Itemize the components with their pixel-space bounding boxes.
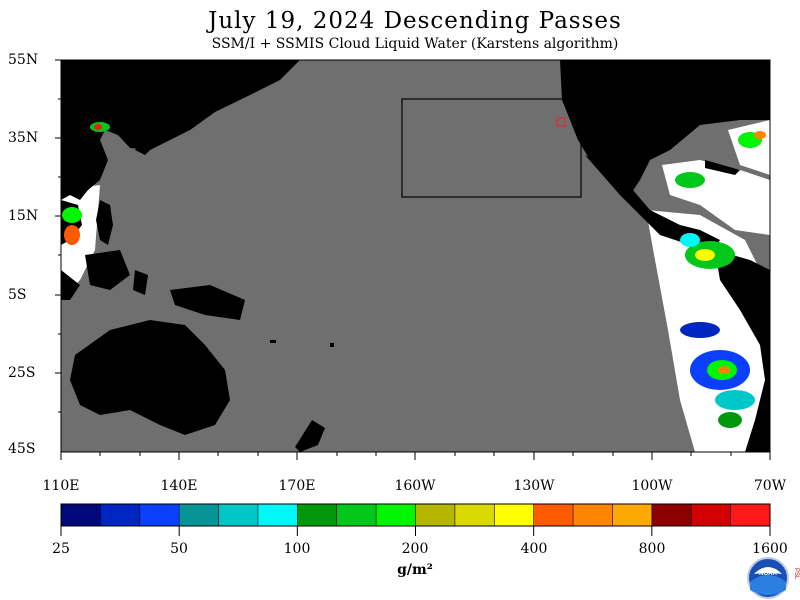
colorbar-swatch <box>61 504 101 526</box>
land-islands <box>270 340 276 343</box>
colorbar-swatch <box>612 504 653 526</box>
colorbar-label: 400 <box>520 541 548 557</box>
colorbar-swatch <box>415 504 456 526</box>
colorbar-label: 200 <box>401 541 429 557</box>
cloud-patches-east <box>675 131 766 428</box>
land-japan <box>135 100 185 155</box>
colorbar-swatch <box>297 504 338 526</box>
target-marker <box>556 117 566 127</box>
land-sulawesi <box>133 270 148 295</box>
colorbar-swatch <box>257 504 298 526</box>
bottom-ticks <box>60 452 771 460</box>
colorbar-swatch <box>218 504 259 526</box>
land-australia <box>70 320 230 435</box>
colorbar-swatch <box>100 504 141 526</box>
lon-label: 170E <box>278 478 316 494</box>
colorbar-label: 50 <box>170 541 188 557</box>
land-philippines <box>96 200 113 245</box>
colorbar-swatch <box>533 504 574 526</box>
map-title: July 19, 2024 Descending Passes <box>208 8 622 34</box>
colorbar-units: g/m² <box>397 562 433 578</box>
land-asia <box>61 60 300 200</box>
colorbar-swatch <box>691 504 732 526</box>
lon-label: 140E <box>160 478 198 494</box>
land-sumatra <box>61 270 80 300</box>
lon-label: 160W <box>394 478 436 494</box>
cloud-patches-west <box>62 122 110 245</box>
map-subtitle: SSM/I + SSMIS Cloud Liquid Water (Karste… <box>211 36 619 52</box>
land <box>61 60 770 452</box>
lat-label: 5S <box>8 287 27 303</box>
land-south-america <box>715 250 770 452</box>
colorbar-swatch <box>376 504 416 526</box>
lon-label: 100W <box>631 478 673 494</box>
colorbar-swatch <box>730 504 771 526</box>
land-borneo <box>85 250 130 290</box>
land-mexico <box>585 155 720 248</box>
colorbar-label: 25 <box>52 541 70 557</box>
logo-text: NOAA <box>759 571 777 577</box>
colorbar-swatch <box>179 504 220 526</box>
colorbar <box>60 503 771 536</box>
lat-label: 35N <box>8 130 39 146</box>
lon-label: 130W <box>513 478 555 494</box>
land-cuba <box>705 160 740 175</box>
colorbar-label: 800 <box>638 541 666 557</box>
land-nz <box>295 420 325 452</box>
colorbar-label: 100 <box>283 541 311 557</box>
lat-label: 25S <box>8 365 36 381</box>
region-box <box>401 98 582 198</box>
colorbar-swatch <box>139 504 180 526</box>
land-new-guinea <box>170 285 245 320</box>
colorbar-swatch <box>573 504 613 526</box>
colorbar-swatch <box>336 504 377 526</box>
lat-label: 55N <box>8 52 39 68</box>
land-north-america <box>560 60 770 195</box>
lat-label: 15N <box>8 208 39 224</box>
left-ticks <box>55 59 61 413</box>
colorbar-swatch <box>494 504 535 526</box>
colorbar-label: 1600 <box>752 541 788 557</box>
lon-label: 110E <box>42 478 80 494</box>
logo-side-text: PSL <box>793 568 799 580</box>
colorbar-swatch <box>454 504 495 526</box>
colorbar-swatch <box>651 504 692 526</box>
lon-label: 70W <box>753 478 787 494</box>
lat-label: 45S <box>8 441 36 457</box>
noaa-logo: NOAA PSL <box>747 557 799 599</box>
